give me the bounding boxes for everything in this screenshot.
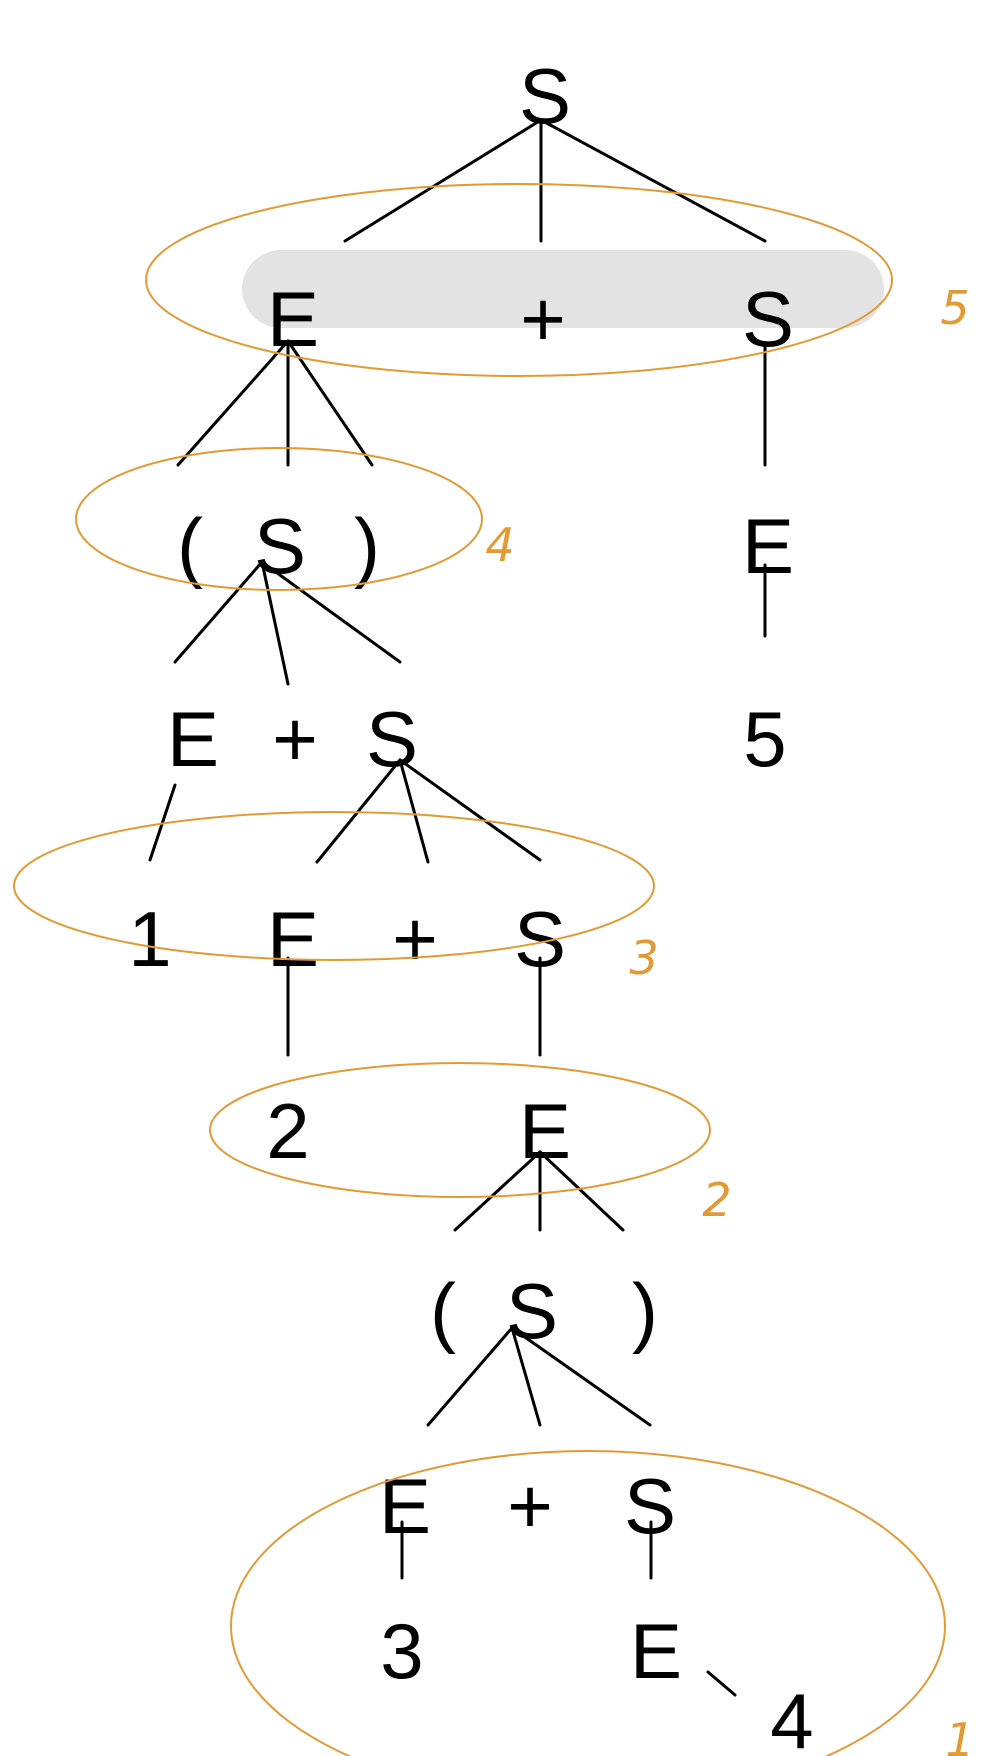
tree-edge	[343, 118, 543, 243]
step-number-3: 3	[629, 931, 658, 985]
s-node: S	[506, 1267, 558, 1355]
tree-edge	[398, 758, 542, 862]
step-number-1: 1	[945, 1713, 974, 1756]
open-paren-node: (	[177, 502, 203, 590]
s-node: S	[624, 1462, 676, 1550]
number-4-node: 4	[770, 1677, 813, 1756]
step-number-2: 2	[702, 1173, 731, 1227]
e-node: E	[267, 275, 319, 363]
tree-edge	[510, 1326, 542, 1427]
tree-edge	[706, 1670, 737, 1697]
reduction-ellipse	[230, 1450, 946, 1756]
tree-edge	[173, 560, 264, 664]
plus-node: +	[392, 895, 438, 983]
open-paren-node: (	[430, 1267, 456, 1355]
number-2-node: 2	[266, 1087, 309, 1175]
s-node: S	[366, 695, 418, 783]
number-3-node: 3	[380, 1607, 423, 1695]
e-node: E	[630, 1607, 682, 1695]
annotation-rings	[13, 183, 946, 1756]
tree-edge	[315, 758, 402, 864]
s-node: S	[742, 275, 794, 363]
number-5-node: 5	[743, 695, 786, 783]
tree-edge	[539, 118, 767, 243]
tree-edge	[426, 1326, 514, 1427]
reduction-ellipse	[209, 1062, 711, 1198]
reduction-ellipse	[75, 447, 483, 591]
plus-node: +	[272, 695, 318, 783]
e-node: E	[742, 502, 794, 590]
e-node: E	[519, 1087, 571, 1175]
tree-edge	[260, 560, 290, 686]
tree-edges	[148, 118, 767, 1697]
reduction-ellipse	[145, 183, 893, 377]
step-number-5: 5	[940, 281, 969, 335]
tree-nodes: SE + S(S) E5E + S1 E + S2 E(S)E + S3 E4	[128, 52, 813, 1756]
tree-edge	[538, 1150, 625, 1232]
tree-edge	[398, 758, 430, 864]
close-paren-node: )	[632, 1267, 658, 1355]
number-1-node: 1	[128, 895, 171, 983]
root-s-node: S	[519, 52, 571, 140]
s-node: S	[254, 502, 306, 590]
tree-edge	[176, 339, 290, 467]
tree-edge	[260, 560, 402, 664]
e-node: E	[167, 695, 219, 783]
tree-edge	[286, 339, 374, 467]
annotation-numbers: 5 4 3 2 1	[485, 281, 974, 1756]
highlight-band	[242, 250, 884, 328]
tree-edge	[453, 1150, 542, 1232]
tree-edge	[510, 1326, 652, 1427]
e-node: E	[267, 895, 319, 983]
plus-node: +	[507, 1462, 553, 1550]
step-number-4: 4	[485, 518, 514, 572]
reduction-ellipse	[13, 811, 655, 961]
plus-node: +	[520, 275, 566, 363]
close-paren-node: )	[354, 502, 380, 590]
